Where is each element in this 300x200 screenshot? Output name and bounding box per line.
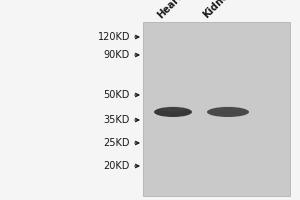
Text: 25KD: 25KD (103, 138, 130, 148)
Text: 20KD: 20KD (103, 161, 130, 171)
Ellipse shape (160, 106, 186, 112)
Ellipse shape (207, 107, 249, 117)
Text: 90KD: 90KD (104, 50, 130, 60)
Text: Kidney: Kidney (201, 0, 235, 20)
Text: 35KD: 35KD (103, 115, 130, 125)
Text: 120KD: 120KD (98, 32, 130, 42)
Ellipse shape (213, 106, 243, 112)
Bar (143, 22, 290, 196)
Ellipse shape (154, 107, 192, 117)
Text: 50KD: 50KD (103, 90, 130, 100)
Text: Heart: Heart (156, 0, 185, 20)
